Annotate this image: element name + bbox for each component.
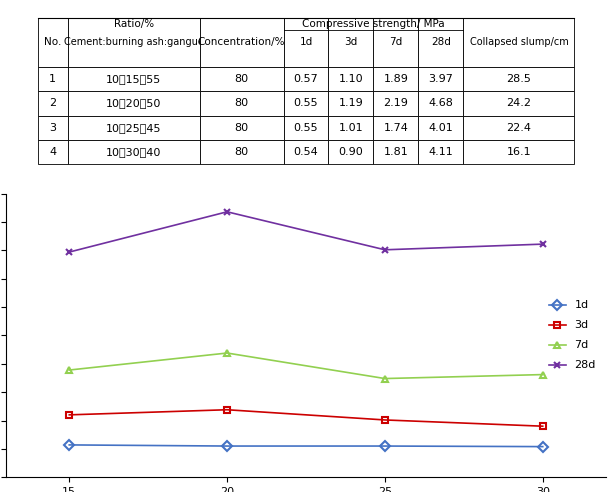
Text: No.: No. [44,37,61,47]
Line: 3d: 3d [65,406,547,430]
7d [539,371,547,377]
Text: Concentration/%: Concentration/% [198,37,285,47]
28d [381,247,389,253]
7d [65,367,73,373]
28d [539,241,547,247]
1d [381,443,389,449]
7d [223,350,231,356]
3d [381,417,389,423]
1d [539,444,547,450]
7d [381,375,389,381]
Line: 1d: 1d [65,441,547,450]
3d [223,407,231,413]
Line: 7d: 7d [65,349,547,382]
1d [65,442,73,448]
28d [65,249,73,255]
3d [539,423,547,429]
Line: 28d: 28d [65,208,547,255]
3d [65,412,73,418]
28d [223,209,231,215]
Text: Ratio/%: Ratio/% [113,19,154,30]
Text: Collapsed slump/cm: Collapsed slump/cm [469,37,569,47]
1d [223,443,231,449]
Legend: 1d, 3d, 7d, 28d: 1d, 3d, 7d, 28d [545,296,600,375]
Text: Compressive strength/ MPa: Compressive strength/ MPa [302,19,445,30]
